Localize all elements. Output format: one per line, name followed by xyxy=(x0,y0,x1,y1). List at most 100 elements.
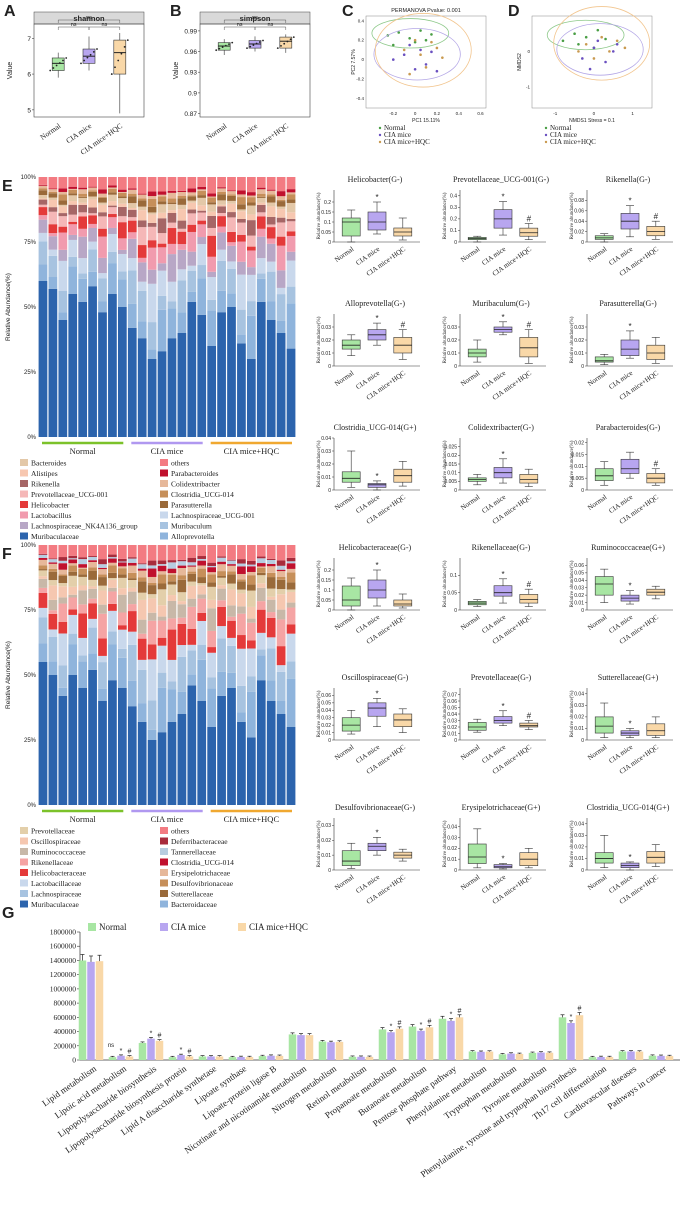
legend-label: Sutterellaceae xyxy=(171,890,214,899)
y-tick-label: 25% xyxy=(24,370,37,376)
stack-segment xyxy=(246,214,256,221)
stack-segment xyxy=(187,195,197,197)
y-axis-label: Relative abundance(%) xyxy=(570,316,575,363)
group-label: Normal xyxy=(70,446,97,456)
legend-swatch xyxy=(20,827,28,834)
stack-segment xyxy=(88,227,97,242)
stack-segment xyxy=(58,687,68,696)
stack-segment xyxy=(78,590,88,605)
x-tick-label: Normal xyxy=(586,245,608,264)
stack-segment xyxy=(78,189,88,194)
sample-point xyxy=(408,72,411,76)
chart-title: shannon xyxy=(73,14,105,23)
stack-segment xyxy=(157,263,167,271)
stack-segment xyxy=(48,610,58,614)
stack-segment xyxy=(157,201,167,205)
y-tick-label: 0.05 xyxy=(321,598,331,604)
stack-segment xyxy=(187,557,197,563)
stack-segment xyxy=(256,177,266,188)
stack-segment xyxy=(266,563,276,567)
x-tick-label: Normal xyxy=(459,743,481,762)
stack-segment xyxy=(157,247,167,264)
stack-segment xyxy=(227,212,236,218)
stack-segment xyxy=(108,187,117,189)
stack-segment xyxy=(108,194,117,202)
stack-segment xyxy=(127,303,137,328)
sample-point xyxy=(430,50,433,54)
data-point xyxy=(228,43,230,46)
sig-mark: # xyxy=(527,215,532,224)
stack-segment xyxy=(256,556,266,559)
stack-segment xyxy=(137,193,147,195)
legend-swatch xyxy=(160,490,168,498)
legend-swatch xyxy=(20,890,28,897)
y-tick-label: -0.4 xyxy=(356,96,364,101)
stack-segment xyxy=(147,659,157,701)
stack-segment xyxy=(197,659,207,701)
y-axis-label: Value xyxy=(173,62,180,79)
stack-segment xyxy=(108,558,117,563)
stack-segment xyxy=(197,577,207,584)
stack-segment xyxy=(108,579,117,588)
stack-segment xyxy=(237,197,246,205)
sample-point xyxy=(391,58,395,61)
chart-title: PERMANOVA Pvalue: 0.001 xyxy=(391,8,461,14)
stack-segment xyxy=(237,563,246,567)
y-tick-label: 0.01 xyxy=(321,730,331,736)
legend-swatch xyxy=(20,869,28,876)
stack-segment xyxy=(207,582,217,587)
y-tick-label: 0.01 xyxy=(321,351,331,357)
box-title: Alloprevotella(G-) xyxy=(345,299,405,308)
legend-swatch xyxy=(20,900,28,908)
stack-segment xyxy=(276,594,286,610)
stack-segment xyxy=(108,188,117,193)
sample-point xyxy=(604,37,607,41)
stack-segment xyxy=(38,662,48,805)
legend-swatch xyxy=(160,900,168,908)
stack-segment xyxy=(127,572,137,579)
stack-segment xyxy=(88,241,97,250)
x-tick-label: Normal xyxy=(333,873,355,892)
stack-segment xyxy=(256,563,266,567)
stack-segment xyxy=(207,608,217,631)
data-point xyxy=(218,47,221,50)
sig-bracket xyxy=(88,26,121,30)
stack-segment xyxy=(167,581,177,585)
y-tick-label: 0.02 xyxy=(574,593,584,599)
stack-segment xyxy=(167,659,177,682)
stack-segment xyxy=(217,561,226,565)
y-tick-label: 0.01 xyxy=(447,351,457,357)
stack-segment xyxy=(246,220,256,236)
y-tick-label: 75% xyxy=(24,240,37,246)
stack-segment xyxy=(286,286,296,304)
stack-segment xyxy=(98,577,107,586)
stack-segment xyxy=(266,196,276,203)
stack-segment xyxy=(98,228,107,237)
y-tick-label: 800000 xyxy=(54,999,77,1008)
stack-segment xyxy=(207,204,217,212)
box-title: Sutterellaceae(G+) xyxy=(598,673,659,682)
stack-segment xyxy=(266,301,276,320)
legend-swatch xyxy=(88,923,96,931)
box-0 xyxy=(467,722,487,731)
stack-segment xyxy=(246,691,256,738)
stack-segment xyxy=(98,193,107,197)
stack-segment xyxy=(157,620,167,638)
stack-segment xyxy=(197,594,207,599)
stack-segment xyxy=(88,556,97,557)
stack-segment xyxy=(177,579,187,593)
stack-segment xyxy=(48,233,58,237)
stack-segment xyxy=(187,565,197,567)
stack-segment xyxy=(207,677,217,689)
stack-segment xyxy=(246,640,256,649)
stack-segment xyxy=(177,617,187,624)
legend-marker xyxy=(544,126,548,130)
stack-segment xyxy=(227,560,236,565)
legend-label: CIA mice xyxy=(171,922,206,932)
stack-segment xyxy=(137,581,147,593)
stack-segment xyxy=(227,605,236,617)
stack-segment xyxy=(237,194,246,198)
stack-segment xyxy=(137,545,147,564)
stack-segment xyxy=(38,219,48,233)
stack-segment xyxy=(48,276,58,289)
